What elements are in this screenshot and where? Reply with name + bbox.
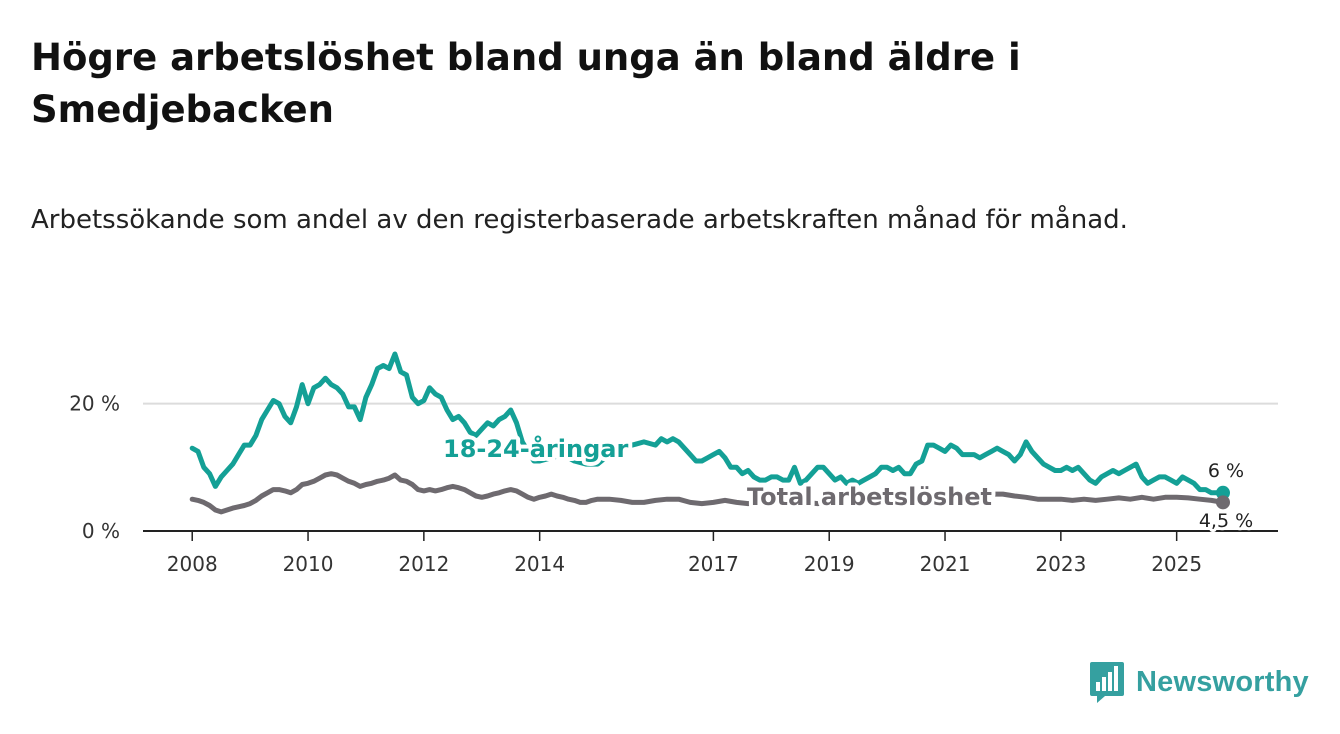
line-chart: 0 % 20 % 2008 2010 2012 2014 2017 2019 2021 2023 2… xyxy=(69,351,1278,576)
chart-title: Högre arbetslöshet bland unga än bland ä… xyxy=(31,36,1021,131)
x-tick-label: 2008 xyxy=(167,552,218,576)
x-tick-label: 2012 xyxy=(398,552,449,576)
series-label-halo: 18-24-åringar xyxy=(443,434,628,463)
y-tick-label: 0 % xyxy=(82,519,120,543)
end-value-label-halo: 6 % xyxy=(1208,460,1244,482)
x-tick-label: 2019 xyxy=(804,552,855,576)
x-tick-label: 2014 xyxy=(514,552,565,576)
end-value-label-halo: 4,5 % xyxy=(1199,510,1253,532)
bar-chart-speech-bubble-icon xyxy=(1090,662,1124,703)
brand-name: Newsworthy xyxy=(1136,665,1309,698)
chart-subtitle: Arbetssökande som andel av den registerb… xyxy=(31,205,1128,235)
x-tick-label: 2017 xyxy=(688,552,739,576)
series-label: Total arbetslöshet xyxy=(747,483,992,511)
x-tick-label: 2010 xyxy=(283,552,334,576)
end-value-label: 4,5 % xyxy=(1199,510,1253,532)
x-tick-label: 2023 xyxy=(1035,552,1086,576)
series-line xyxy=(189,471,1226,515)
x-tick-label: 2025 xyxy=(1151,552,1202,576)
newsworthy-logo: Newsworthy xyxy=(1089,660,1309,704)
series-end-marker xyxy=(1215,495,1230,510)
y-tick-label: 20 % xyxy=(69,392,120,416)
end-value-label: 6 % xyxy=(1208,460,1244,482)
series-label: 18-24-åringar xyxy=(443,434,628,463)
axes: 0 % 20 % 2008 2010 2012 2014 2017 2019 2021 2023 2… xyxy=(69,392,1278,576)
series-label-halo: Total arbetslöshet xyxy=(747,483,992,511)
series-line xyxy=(189,351,1226,496)
x-tick-label: 2021 xyxy=(920,552,971,576)
series-lines xyxy=(189,351,1226,515)
